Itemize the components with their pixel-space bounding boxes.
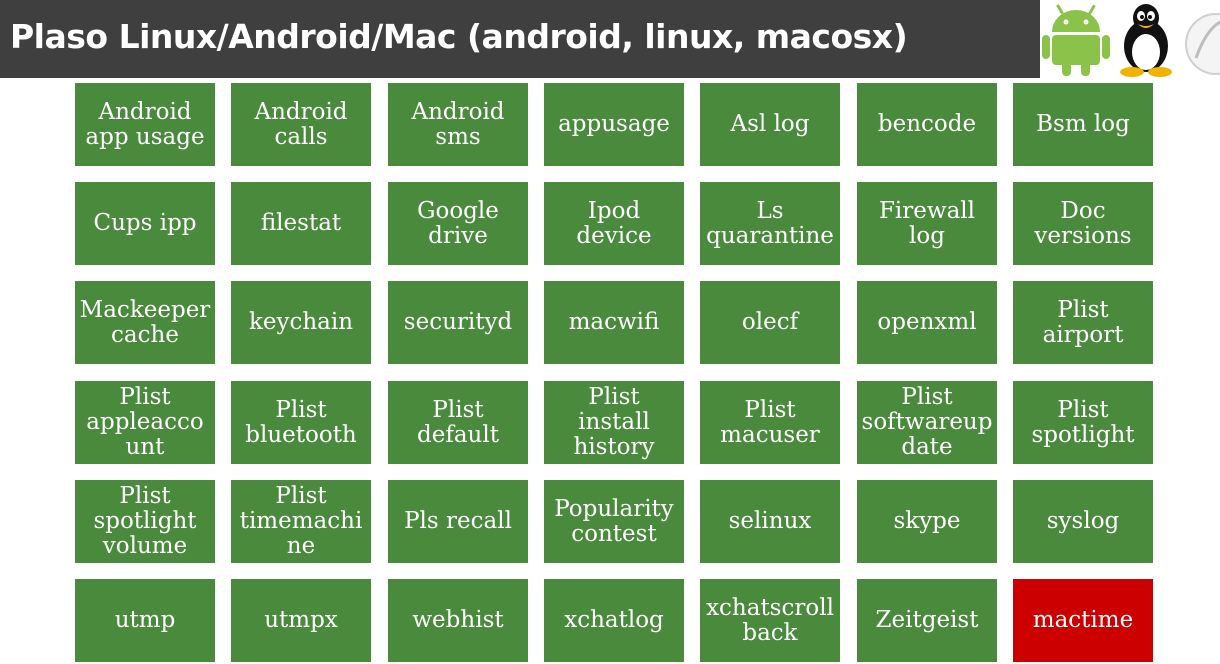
parser-tile-label: macwifi [568, 309, 660, 335]
parser-tile: Plist softwareup date [857, 381, 997, 464]
parser-tile-label: Plist install history [573, 384, 655, 460]
parser-tile-label: Pls recall [404, 508, 512, 534]
parser-tile-label: Android app usage [85, 98, 205, 150]
parser-tile-label: Android calls [254, 98, 348, 150]
parser-tile: Zeitgeist [857, 579, 997, 662]
parser-tile-label: Android sms [411, 98, 505, 150]
parser-tile: securityd [388, 281, 528, 364]
parser-tile-label: Doc versions [1034, 197, 1132, 249]
parser-tile-label: Firewall log [878, 197, 976, 249]
parser-tile: Plist airport [1013, 281, 1153, 364]
parser-tile: Plist default [388, 381, 528, 464]
parser-tile: Plist spotlight volume [75, 480, 215, 563]
parser-tile-label: securityd [403, 309, 513, 335]
parser-tile: appusage [544, 83, 684, 166]
parser-tile: skype [857, 480, 997, 563]
parser-tile: Android calls [231, 83, 371, 166]
parser-tile: keychain [231, 281, 371, 364]
parser-tile: selinux [700, 480, 840, 563]
os-logos [1040, 0, 1220, 78]
parser-tile-label: Ipod device [576, 197, 652, 249]
parser-tile-label: Plist timemachi ne [239, 483, 363, 559]
parser-tile: bencode [857, 83, 997, 166]
parser-tile: xchatlog [544, 579, 684, 662]
parser-tile-label: keychain [248, 309, 354, 335]
parser-tile-label: selinux [728, 508, 812, 534]
parser-tile-label: appusage [558, 111, 670, 137]
parser-tile: Android app usage [75, 83, 215, 166]
parser-tile: Bsm log [1013, 83, 1153, 166]
parser-tile: Asl log [700, 83, 840, 166]
parser-tile-label: Ls quarantine [706, 197, 834, 249]
parser-tile-label: Plist spotlight volume [93, 483, 197, 559]
parser-tile-label: utmp [114, 607, 176, 633]
parser-tile-label: xchatlog [564, 607, 664, 633]
parser-tile-label: Mackeeper cache [79, 296, 211, 348]
parser-tile: Plist appleacco unt [75, 381, 215, 464]
parser-tile-label: xchatscroll back [706, 594, 834, 646]
parser-tile-label: Bsm log [1036, 111, 1130, 137]
parser-tile: olecf [700, 281, 840, 364]
parser-tile-label: Google drive [417, 197, 499, 249]
parser-tile-label: openxml [877, 309, 977, 335]
parser-tile: Mackeeper cache [75, 281, 215, 364]
parser-tile: utmpx [231, 579, 371, 662]
parser-tile-label: Plist spotlight [1031, 396, 1135, 448]
slide-title: Plaso Linux/Android/Mac (android, linux,… [10, 17, 908, 56]
linux-tux-icon [1120, 4, 1172, 77]
parser-tile-label: mactime [1032, 607, 1134, 633]
parser-tile-label: Plist softwareup date [861, 384, 993, 460]
parser-tile: Firewall log [857, 182, 997, 265]
parser-tile-label: filestat [260, 210, 342, 236]
title-bar: Plaso Linux/Android/Mac (android, linux,… [0, 0, 1220, 78]
parser-tile-label: bencode [877, 111, 977, 137]
parser-tile: Popularity contest [544, 480, 684, 563]
parser-tile: Android sms [388, 83, 528, 166]
parser-tile-label: Zeitgeist [875, 607, 979, 633]
mac-icon [1185, 13, 1220, 75]
parser-tile-label: utmpx [264, 607, 338, 633]
parser-tile: Ipod device [544, 182, 684, 265]
parser-tile: openxml [857, 281, 997, 364]
parser-tile: Google drive [388, 182, 528, 265]
parser-tile: filestat [231, 182, 371, 265]
parser-tile: Cups ipp [75, 182, 215, 265]
parser-tile: Plist spotlight [1013, 381, 1153, 464]
parser-tile-label: Popularity contest [554, 495, 674, 547]
parser-tile-label: Plist appleacco unt [86, 384, 204, 460]
android-icon [1042, 4, 1110, 76]
parser-tile-label: Asl log [730, 111, 810, 137]
parser-tile-label: skype [893, 508, 961, 534]
parser-tile: utmp [75, 579, 215, 662]
parser-tile-label: Plist macuser [720, 396, 820, 448]
parser-tile-label: webhist [412, 607, 504, 633]
parser-tile: syslog [1013, 480, 1153, 563]
parser-tile: Plist macuser [700, 381, 840, 464]
parser-tile: xchatscroll back [700, 579, 840, 662]
parser-tile-label: Plist default [417, 396, 499, 448]
parser-tile-label: Cups ipp [93, 210, 197, 236]
parser-tile: Plist timemachi ne [231, 480, 371, 563]
parser-tile: Doc versions [1013, 182, 1153, 265]
parser-tile: Ls quarantine [700, 182, 840, 265]
parser-tile: webhist [388, 579, 528, 662]
parser-tile: Plist bluetooth [231, 381, 371, 464]
parser-tile-label: Plist airport [1042, 296, 1124, 348]
parser-tile-label: olecf [741, 309, 799, 335]
parser-tile: mactime [1013, 579, 1153, 662]
parser-tile: Plist install history [544, 381, 684, 464]
parser-tile-label: syslog [1046, 508, 1120, 534]
parser-tile: macwifi [544, 281, 684, 364]
parser-tile-label: Plist bluetooth [245, 396, 357, 448]
parser-tile: Pls recall [388, 480, 528, 563]
